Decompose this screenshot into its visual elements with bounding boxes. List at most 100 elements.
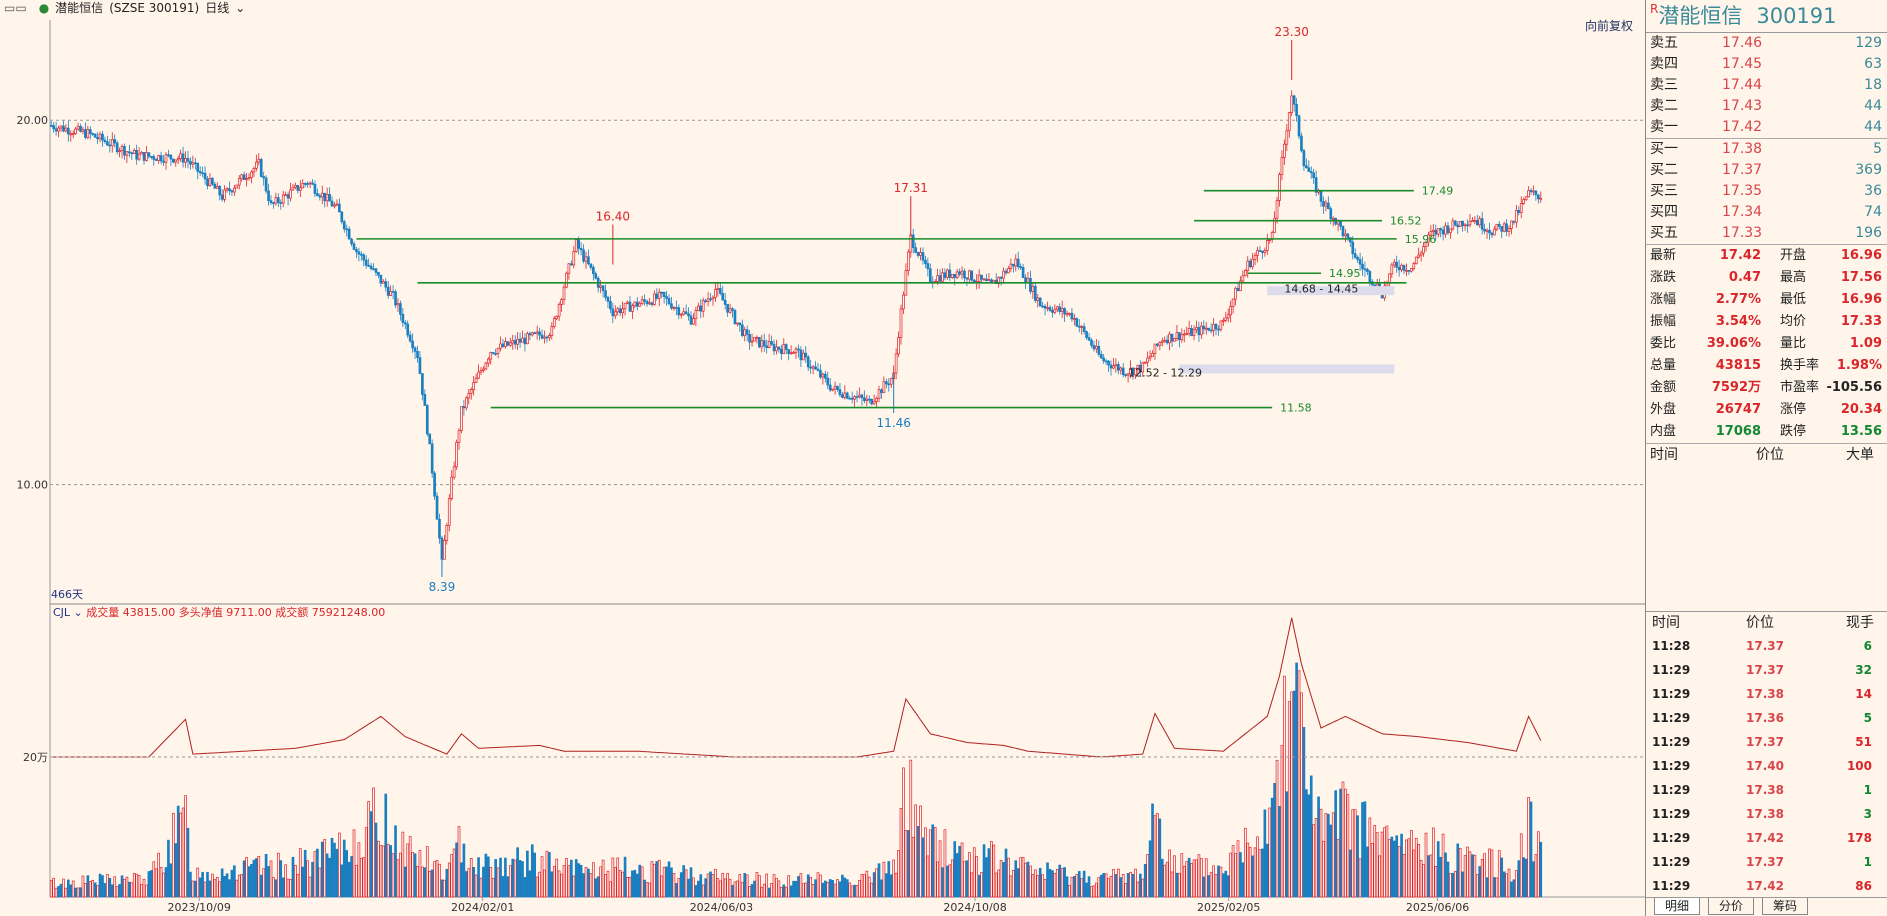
candle-body: [1136, 364, 1140, 369]
volume-bar: [1002, 861, 1005, 898]
candle-body: [523, 337, 527, 345]
volume-bar: [726, 873, 729, 898]
book-label: 买五: [1650, 225, 1678, 241]
candle-body: [1414, 256, 1418, 265]
col-trade-qty: 现手: [1846, 615, 1874, 631]
candle-body: [999, 276, 1003, 279]
candle-body: [1016, 258, 1020, 268]
candle-body: [916, 252, 920, 256]
candle-body: [1214, 324, 1218, 330]
candle-body: [1458, 221, 1462, 228]
volume-bar: [1378, 855, 1381, 898]
candle-body: [1119, 367, 1123, 371]
tab-2[interactable]: 分价: [1708, 898, 1755, 915]
candle-body: [1077, 325, 1081, 328]
candle-body: [69, 133, 73, 136]
trade-price: 17.40: [1746, 759, 1784, 773]
stat-row: 金额 7592万 市盈率 -105.56: [1646, 377, 1887, 399]
candle-body: [115, 142, 119, 153]
candle-body: [1287, 112, 1291, 132]
volume-bar: [740, 881, 744, 898]
volume-bar: [1143, 863, 1147, 898]
volume-bar: [140, 884, 143, 898]
candle-body: [1432, 229, 1435, 232]
candle-body: [1483, 228, 1486, 232]
stat-label: 换手率: [1780, 358, 1820, 373]
candle-body: [1429, 231, 1433, 236]
tab-3[interactable]: 筹码: [1762, 898, 1809, 915]
candle-body: [955, 271, 959, 278]
book-row[interactable]: 卖四 17.45 63: [1646, 54, 1887, 75]
volume-bar: [323, 839, 327, 898]
volume-bar: [955, 853, 959, 898]
book-row[interactable]: 卖三 17.44 18: [1646, 75, 1887, 96]
volume-bar: [74, 887, 77, 898]
volume-bar: [823, 880, 827, 898]
candle-body: [132, 149, 136, 154]
volume-bar: [762, 883, 766, 898]
book-row[interactable]: 卖五 17.46 129: [1646, 33, 1887, 54]
volume-bar: [865, 870, 869, 898]
candle-body: [1327, 202, 1330, 209]
book-row[interactable]: 卖二 17.43 44: [1646, 96, 1887, 117]
volume-bar: [499, 857, 502, 898]
trade-qty: 178: [1846, 831, 1872, 845]
volume-bar: [535, 876, 539, 898]
quote-panel: R潜能恒信 300191 卖五 17.46 129 卖四 17.45 63 卖三 17.44 18…: [1645, 0, 1887, 916]
volume-bar: [1297, 670, 1301, 898]
layout-icon[interactable]: ▭▭: [4, 1, 27, 15]
tab-1[interactable]: 明细: [1654, 898, 1701, 915]
col-price: 价位: [1756, 447, 1784, 463]
book-row[interactable]: 买一 17.38 5: [1646, 139, 1887, 160]
candle-body: [501, 343, 505, 348]
candle-body: [284, 194, 287, 197]
volume-bar: [103, 883, 107, 898]
volume-bar: [1290, 691, 1294, 898]
book-row[interactable]: 卖一 17.42 44: [1646, 117, 1887, 138]
volume-bar: [135, 873, 139, 898]
candle-body: [1038, 297, 1042, 307]
candle-body: [303, 183, 307, 185]
volume-bar: [897, 850, 900, 898]
volume-bar: [294, 864, 297, 898]
volume-bar: [1456, 843, 1460, 898]
volume-bar: [1029, 865, 1032, 898]
book-row[interactable]: 买二 17.37 369: [1646, 160, 1887, 181]
candle-body: [220, 194, 224, 200]
candle-body: [218, 186, 222, 196]
candle-body: [736, 322, 739, 325]
candle-body: [655, 293, 659, 299]
volume-bar: [609, 881, 612, 898]
candle-body: [1505, 223, 1508, 232]
volume-bar: [350, 856, 353, 898]
candle-body: [96, 136, 99, 140]
volume-bar: [709, 871, 712, 898]
candle-body: [1187, 327, 1191, 334]
volume-bar: [594, 878, 598, 898]
book-row[interactable]: 买四 17.34 74: [1646, 202, 1887, 223]
restore-button[interactable]: 向前复权: [1585, 19, 1634, 33]
volume-bar: [440, 879, 444, 898]
volume-bar: [738, 873, 742, 898]
period-select[interactable]: 日线 ⌄: [205, 1, 246, 15]
price-chart[interactable]: 20.00 10.00 23.30 17.31 16.40 11.46 8.39 17.49 1…: [0, 0, 1645, 916]
volume-bar: [306, 860, 309, 898]
candle-body: [1053, 308, 1057, 313]
candle-body: [1478, 218, 1482, 226]
candle-body: [213, 183, 217, 189]
volume-bar: [255, 858, 258, 898]
candle-body: [211, 177, 214, 185]
volume-bar: [599, 866, 602, 898]
trade-row: 11:29 17.38 14: [1646, 682, 1887, 706]
candle-body: [1175, 332, 1179, 339]
candle-body: [1278, 174, 1281, 201]
volume-legend-part: 多头净值: [175, 605, 223, 619]
volume-bar: [411, 852, 414, 898]
candle-body: [694, 310, 698, 319]
volume-bar: [1200, 858, 1203, 898]
candle-body: [748, 334, 751, 343]
book-row[interactable]: 买五 17.33 196: [1646, 223, 1887, 244]
volume-bar: [66, 879, 70, 898]
candle-body: [1515, 210, 1518, 223]
book-row[interactable]: 买三 17.35 36: [1646, 181, 1887, 202]
